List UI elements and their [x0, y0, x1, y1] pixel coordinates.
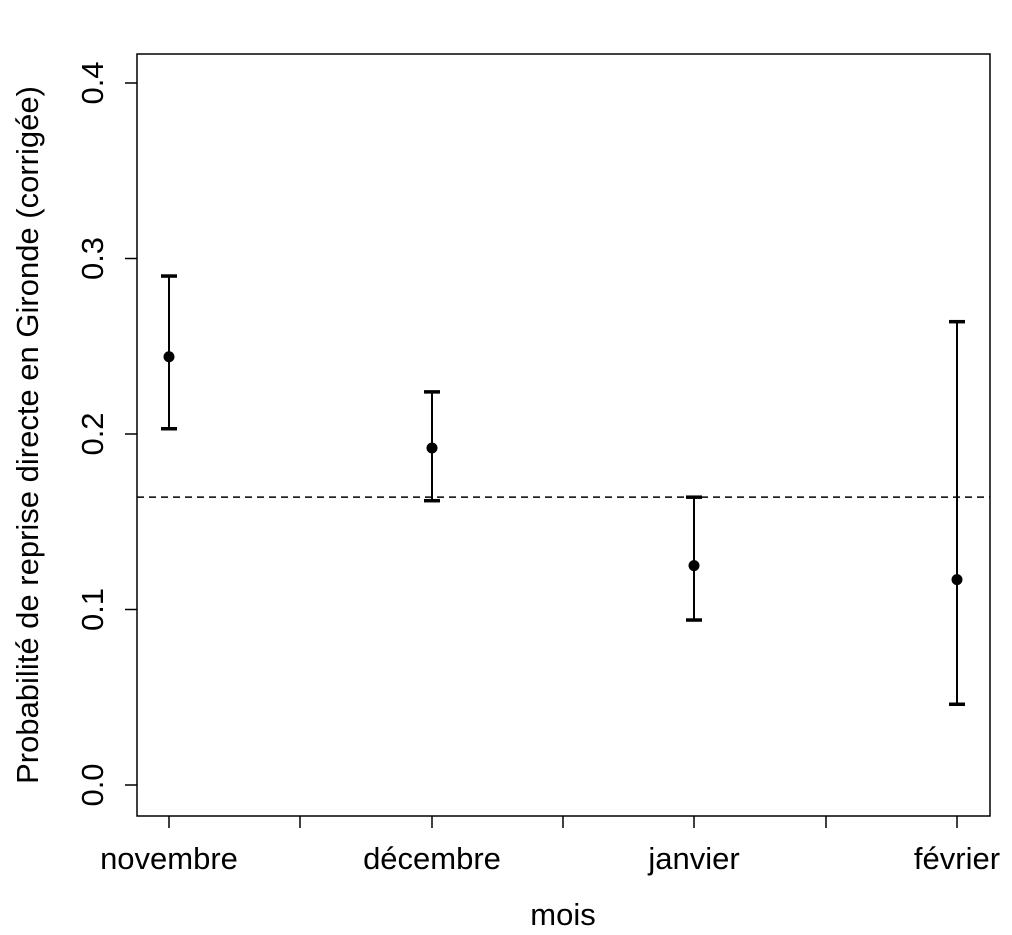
point-layer	[163, 351, 963, 586]
errorbar-layer	[161, 274, 965, 707]
data-point-3	[951, 574, 963, 586]
plot-frame	[136, 53, 991, 817]
y-axis-title: Probabilité de reprise directe en Girond…	[10, 86, 45, 784]
x-tick-label-3: février	[914, 841, 1000, 876]
x-tick-label-2: janvier	[647, 841, 739, 876]
data-point-0	[163, 351, 175, 363]
y-axis: 0.0 0.1 0.2 0.3 0.4	[75, 61, 137, 807]
data-point-1	[426, 442, 438, 454]
data-point-2	[688, 560, 700, 572]
x-tick-label-0: novembre	[100, 841, 238, 876]
x-axis: novembre décembre janvier février	[100, 816, 1000, 876]
y-tick-label-3: 0.3	[75, 237, 110, 280]
y-tick-label-4: 0.4	[75, 61, 110, 104]
x-axis-title: mois	[530, 897, 595, 932]
y-tick-label-2: 0.2	[75, 412, 110, 455]
x-tick-label-1: décembre	[363, 841, 501, 876]
y-tick-label-0: 0.0	[75, 763, 110, 806]
y-tick-label-1: 0.1	[75, 588, 110, 631]
